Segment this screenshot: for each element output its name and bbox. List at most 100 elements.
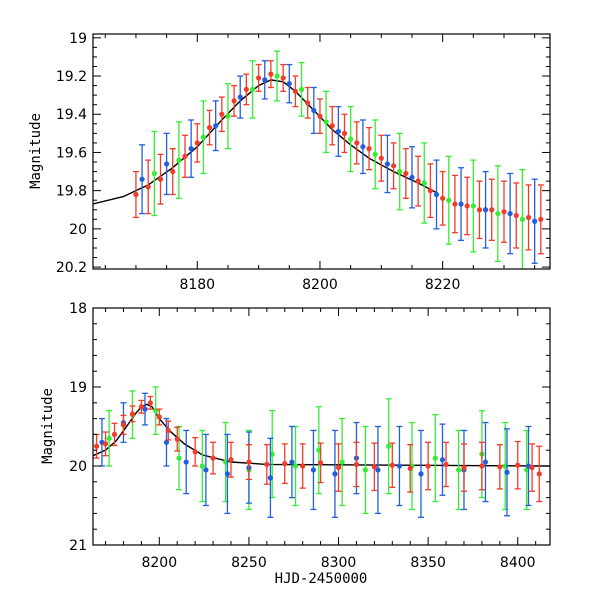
data-marker bbox=[243, 86, 249, 93]
data-marker bbox=[458, 201, 464, 207]
x-tick-label: 8400 bbox=[500, 555, 536, 571]
y-tick-label: 19.2 bbox=[56, 69, 87, 85]
red-data-point bbox=[389, 442, 396, 488]
red-data-point bbox=[371, 442, 378, 492]
red-data-point bbox=[378, 134, 385, 182]
data-marker bbox=[182, 153, 188, 159]
data-marker bbox=[165, 427, 171, 434]
data-marker bbox=[93, 443, 100, 449]
data-marker bbox=[443, 461, 449, 468]
data-marker bbox=[525, 214, 532, 221]
red-data-point bbox=[329, 105, 336, 146]
data-marker bbox=[372, 151, 378, 157]
data-marker bbox=[311, 107, 317, 114]
data-marker bbox=[335, 464, 342, 471]
blue-data-point bbox=[384, 134, 391, 194]
blue-data-point bbox=[507, 172, 514, 255]
red-data-point bbox=[292, 75, 299, 108]
data-marker bbox=[538, 216, 544, 222]
data-marker bbox=[421, 180, 427, 186]
green-data-point bbox=[292, 425, 299, 507]
data-marker bbox=[274, 73, 280, 79]
y-tick-label: 19 bbox=[69, 31, 87, 47]
data-marker bbox=[362, 467, 369, 473]
bottom-data-points bbox=[93, 386, 543, 518]
top-y-axis-title: Magnitude bbox=[28, 113, 44, 189]
x-tick-label: 8200 bbox=[141, 555, 177, 571]
blue-data-point bbox=[310, 86, 317, 134]
green-data-point bbox=[519, 169, 526, 269]
green-data-point bbox=[176, 425, 183, 491]
green-data-point bbox=[339, 417, 346, 507]
data-marker bbox=[536, 471, 542, 477]
red-data-point bbox=[147, 395, 154, 410]
green-data-point bbox=[362, 425, 369, 515]
blue-data-point bbox=[359, 119, 366, 175]
red-data-point bbox=[157, 153, 164, 205]
y-tick-label: 21 bbox=[69, 538, 87, 554]
red-data-point bbox=[366, 126, 373, 171]
blue-data-point bbox=[139, 144, 146, 215]
red-data-point bbox=[120, 414, 127, 436]
data-marker bbox=[446, 197, 452, 203]
data-marker bbox=[507, 210, 513, 217]
data-marker bbox=[298, 86, 305, 93]
data-marker bbox=[476, 207, 483, 213]
green-data-point bbox=[175, 121, 182, 199]
data-marker bbox=[318, 460, 324, 466]
bottom-plot-frame bbox=[92, 307, 551, 546]
green-data-point bbox=[409, 421, 416, 511]
data-marker bbox=[192, 449, 198, 455]
data-marker bbox=[433, 191, 440, 198]
data-marker bbox=[280, 75, 286, 81]
red-data-point bbox=[138, 399, 145, 414]
data-marker bbox=[310, 467, 317, 473]
green-data-point bbox=[249, 60, 256, 119]
blue-data-point bbox=[458, 167, 465, 241]
data-marker bbox=[497, 464, 503, 470]
red-data-point bbox=[218, 96, 225, 133]
data-marker bbox=[286, 81, 292, 87]
x-tick-label: 8250 bbox=[231, 555, 267, 571]
blue-data-point bbox=[439, 423, 446, 496]
data-marker bbox=[427, 188, 433, 194]
data-marker bbox=[482, 207, 489, 213]
data-marker bbox=[111, 431, 118, 437]
blue-data-point bbox=[237, 75, 244, 119]
blue-data-point bbox=[286, 63, 293, 104]
data-marker bbox=[264, 461, 270, 468]
data-marker bbox=[386, 443, 392, 449]
data-marker bbox=[156, 414, 162, 420]
data-marker bbox=[138, 404, 144, 410]
blue-data-point bbox=[163, 132, 170, 196]
data-marker bbox=[515, 462, 521, 468]
blue-data-point bbox=[531, 178, 538, 264]
bottom-y-axis-title: Magnitude bbox=[40, 388, 56, 464]
data-marker bbox=[354, 140, 360, 146]
red-data-point bbox=[263, 444, 270, 485]
blue-data-point bbox=[212, 100, 219, 152]
red-data-point bbox=[460, 443, 467, 492]
data-marker bbox=[176, 455, 182, 461]
green-data-point bbox=[200, 100, 207, 175]
blue-data-point bbox=[482, 421, 489, 503]
red-data-point bbox=[341, 113, 348, 154]
red-data-point bbox=[529, 443, 536, 492]
data-marker bbox=[353, 461, 360, 468]
data-marker bbox=[106, 435, 112, 441]
data-marker bbox=[329, 123, 335, 129]
green-data-point bbox=[224, 83, 231, 150]
data-marker bbox=[289, 459, 295, 465]
data-marker bbox=[495, 210, 501, 217]
red-data-point bbox=[245, 444, 252, 481]
data-marker bbox=[157, 176, 164, 182]
red-data-point bbox=[427, 163, 434, 219]
data-marker bbox=[147, 400, 153, 406]
data-marker bbox=[231, 98, 237, 104]
data-marker bbox=[292, 88, 299, 94]
red-data-point bbox=[194, 123, 201, 163]
x-tick-label: 8350 bbox=[410, 555, 446, 571]
green-data-point bbox=[445, 155, 452, 245]
red-data-point bbox=[525, 184, 532, 251]
